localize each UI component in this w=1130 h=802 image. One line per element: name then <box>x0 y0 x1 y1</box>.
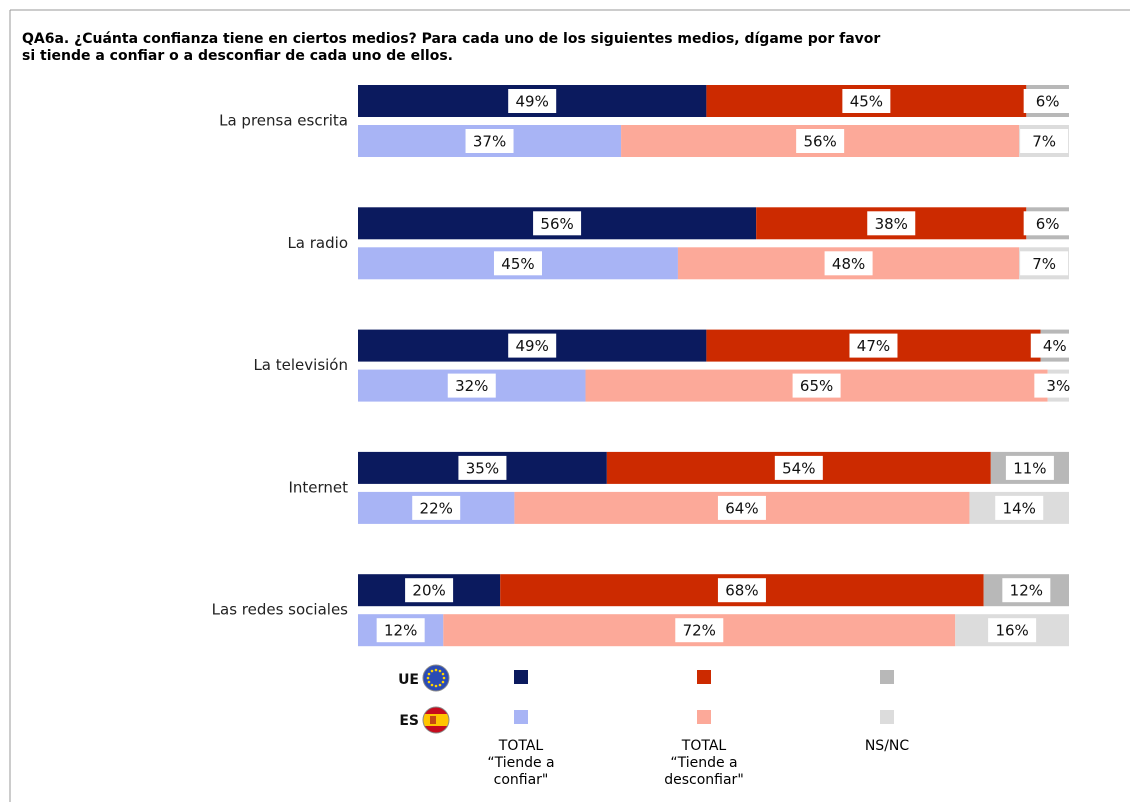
legend-swatch <box>880 710 894 724</box>
value-label-box <box>458 455 507 480</box>
value-label: 65% <box>800 377 833 395</box>
legend-swatch <box>697 670 711 684</box>
value-label: 6% <box>1036 93 1060 111</box>
value-label: 64% <box>725 499 758 517</box>
value-label-box <box>412 495 461 520</box>
legend-swatch <box>514 670 528 684</box>
value-label-box <box>842 89 891 113</box>
legend-swatch <box>880 670 894 684</box>
value-label-box <box>405 578 454 603</box>
value-label: 56% <box>540 215 573 233</box>
value-label-box <box>796 129 845 153</box>
value-label: 12% <box>1010 582 1043 600</box>
value-label-box <box>988 618 1037 643</box>
value-label: 7% <box>1032 255 1056 273</box>
value-label-box <box>774 455 823 480</box>
value-label-box <box>447 373 496 398</box>
category-label: Las redes sociales <box>212 601 349 619</box>
chart-title: QA6a. ¿Cuánta confianza tiene en ciertos… <box>22 31 881 64</box>
value-label-box <box>508 333 557 358</box>
value-label-box <box>1034 373 1083 398</box>
value-label: 35% <box>466 459 499 477</box>
legend-label: TOTAL “Tiende a desconfiar" <box>664 738 744 788</box>
value-label: 38% <box>875 215 908 233</box>
category-label: La prensa escrita <box>219 112 348 130</box>
value-label-box <box>508 89 557 113</box>
value-label: 45% <box>501 255 534 273</box>
legend-label: TOTAL “Tiende a confiar" <box>487 738 555 788</box>
value-label-box <box>849 333 898 358</box>
legend-group-label: ES <box>399 713 419 729</box>
value-label-box <box>1030 333 1079 358</box>
value-label: 49% <box>516 337 549 355</box>
legend-label: NS/NC <box>864 738 910 754</box>
value-label-box <box>824 251 873 276</box>
value-label-box <box>465 129 514 153</box>
value-label: 16% <box>995 622 1028 640</box>
value-label-box <box>1020 251 1069 276</box>
value-label: 22% <box>420 499 453 517</box>
legend-group-label: UE <box>398 672 419 688</box>
eu-flag <box>422 664 450 692</box>
value-label-box <box>867 211 916 236</box>
category-label: Internet <box>288 478 348 496</box>
es-flag <box>422 706 450 734</box>
value-label: 72% <box>683 622 716 640</box>
value-label-box <box>1023 211 1072 236</box>
value-label: 54% <box>782 459 815 477</box>
value-label-box <box>376 618 425 643</box>
value-label: 47% <box>857 337 890 355</box>
value-label: 37% <box>473 133 506 151</box>
value-label: 11% <box>1013 459 1046 477</box>
value-label: 56% <box>803 133 836 151</box>
value-label: 3% <box>1046 377 1070 395</box>
value-label-box <box>1002 578 1051 603</box>
legend-swatch <box>697 710 711 724</box>
value-label-box <box>1020 129 1069 153</box>
value-label-box <box>533 211 582 236</box>
value-label: 12% <box>384 622 417 640</box>
value-label-box <box>1023 89 1072 113</box>
value-label: 49% <box>516 93 549 111</box>
category-label: La televisión <box>253 356 348 374</box>
value-label: 20% <box>412 582 445 600</box>
value-label: 14% <box>1003 499 1036 517</box>
value-label-box <box>792 373 841 398</box>
value-label: 68% <box>725 582 758 600</box>
legend-swatch <box>514 710 528 724</box>
value-label: 48% <box>832 255 865 273</box>
value-label-box <box>493 251 542 276</box>
value-label: 45% <box>850 93 883 111</box>
value-label-box <box>1005 455 1054 480</box>
value-label-box <box>995 495 1044 520</box>
value-label: 4% <box>1043 337 1067 355</box>
value-label-box <box>717 495 766 520</box>
value-label-box <box>675 618 724 643</box>
value-label: 7% <box>1032 133 1056 151</box>
value-label: 6% <box>1036 215 1060 233</box>
value-label: 32% <box>455 377 488 395</box>
value-label-box <box>717 578 766 603</box>
category-label: La radio <box>287 234 348 252</box>
